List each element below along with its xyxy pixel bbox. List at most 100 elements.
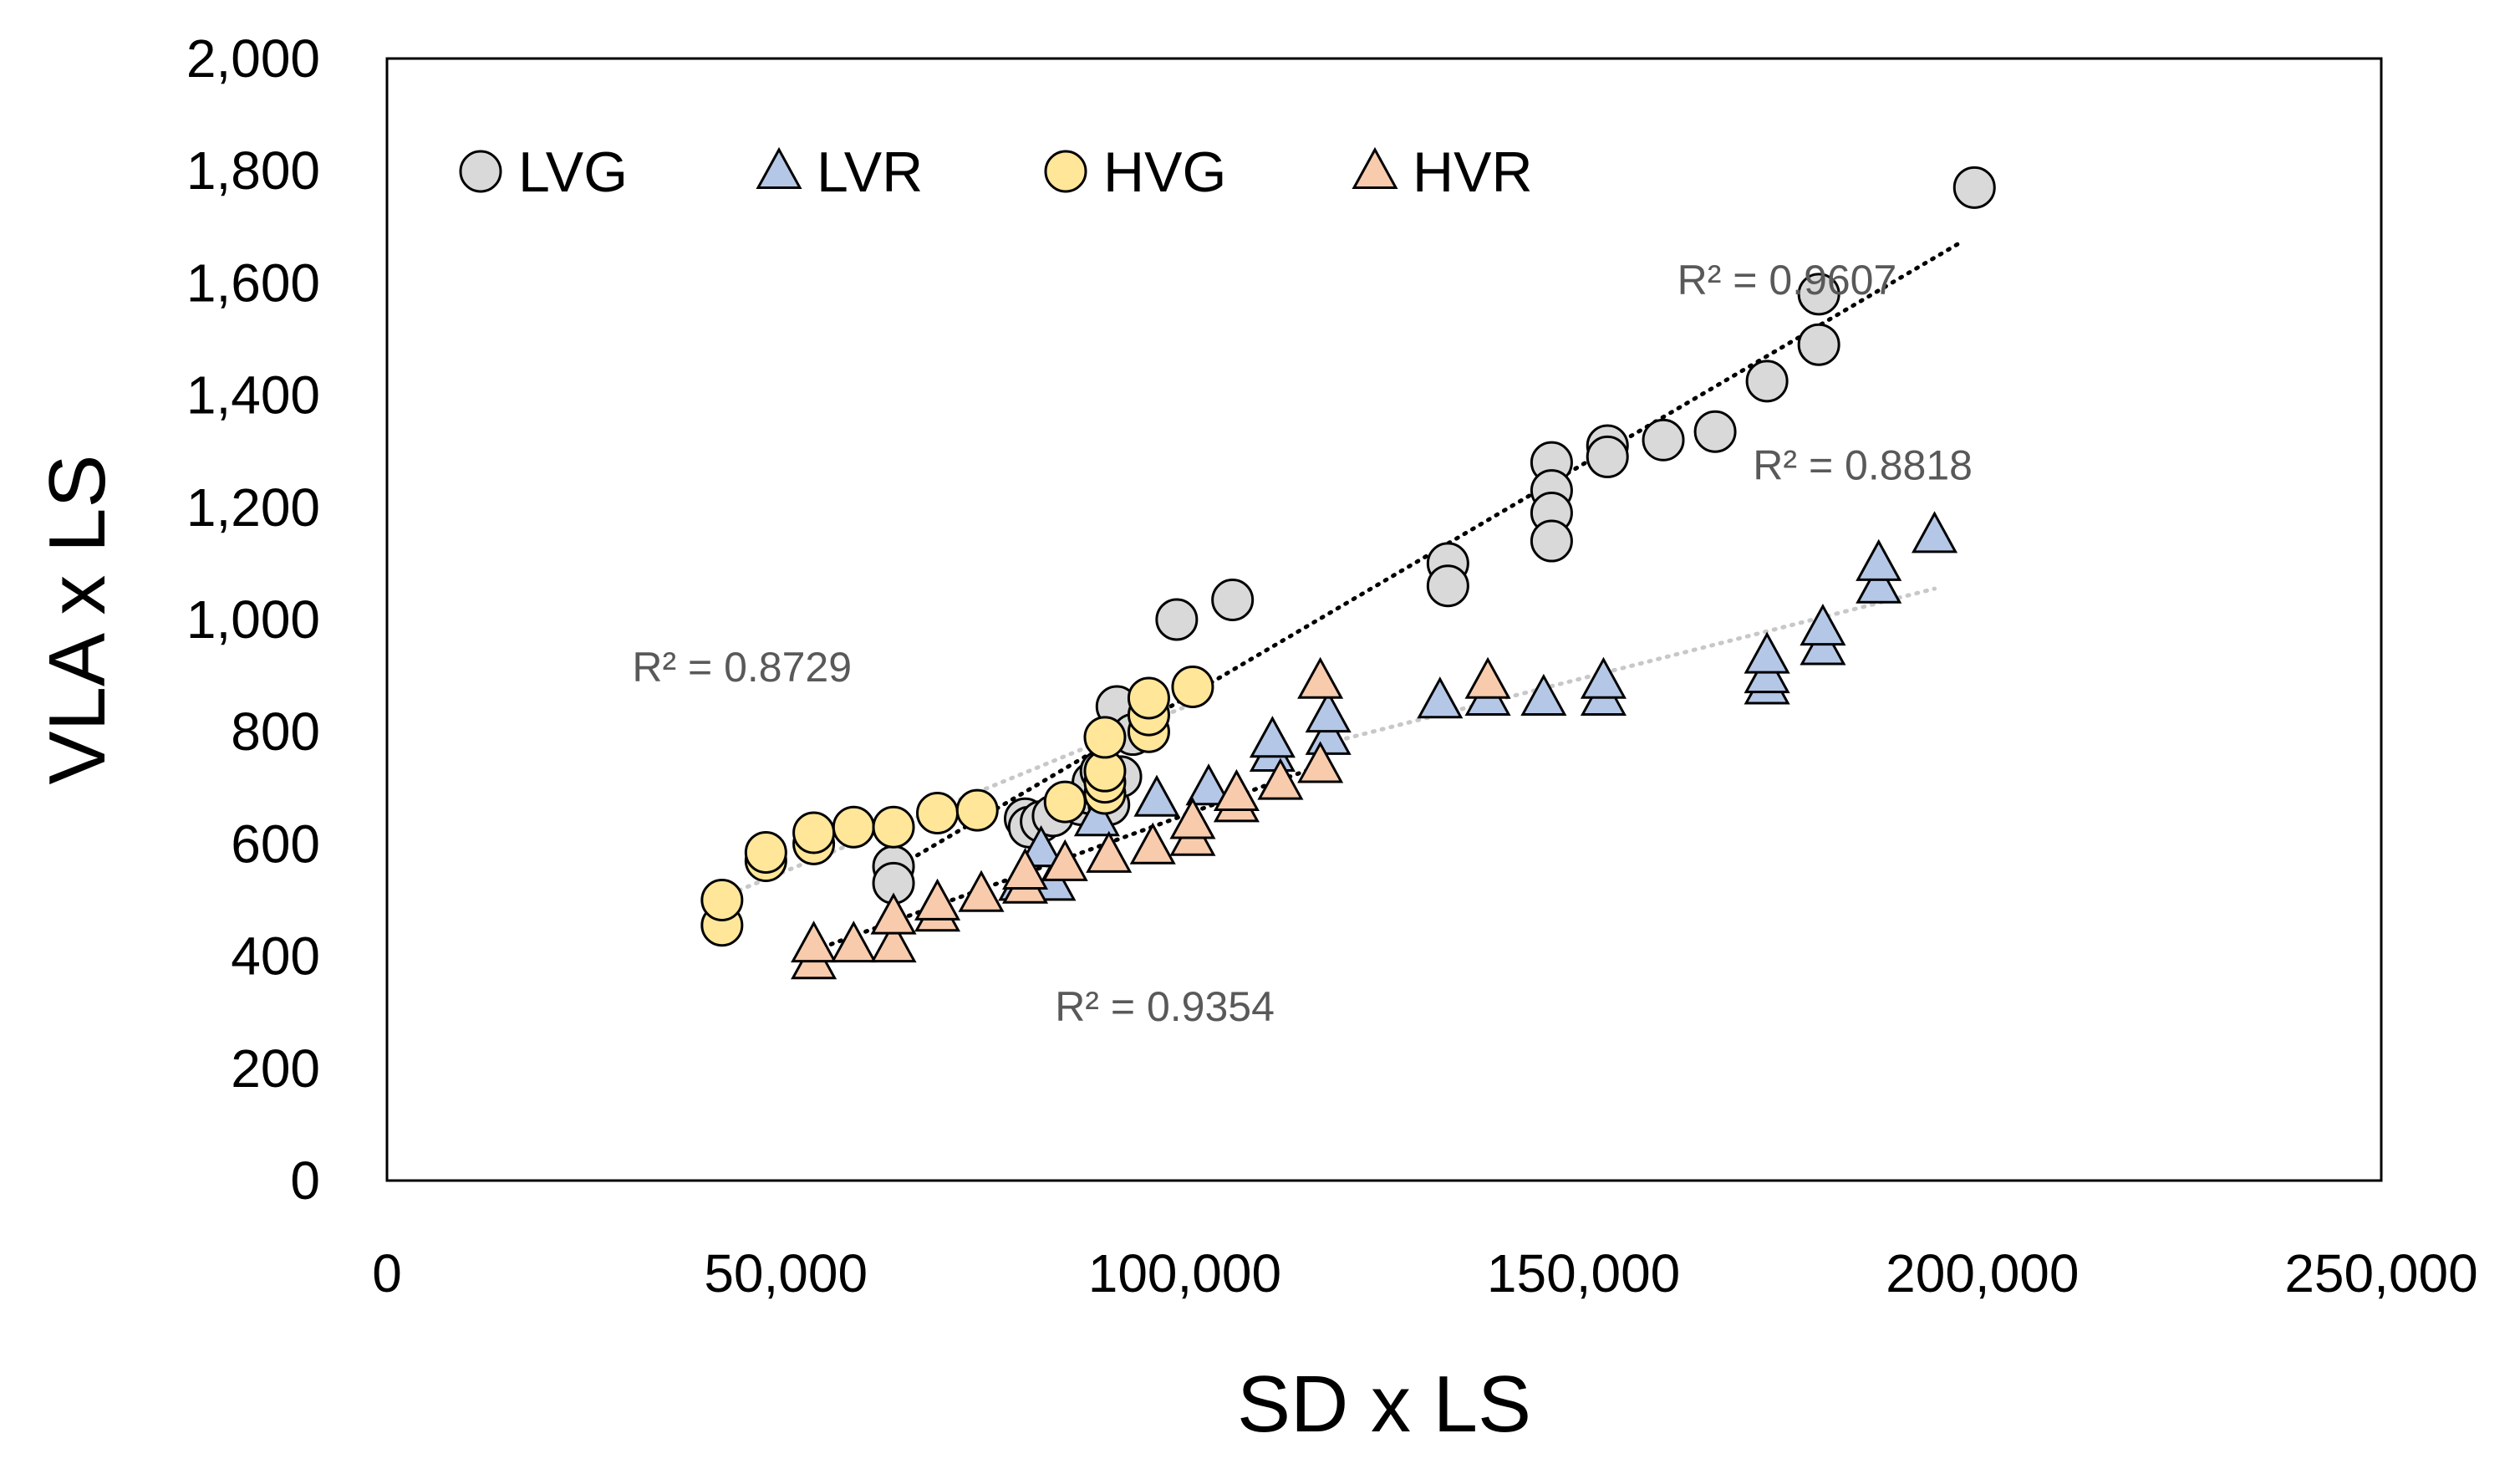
data-point-lvg-29 <box>1952 166 1996 209</box>
data-point-hvr-7 <box>958 870 1005 912</box>
x-tick-labels: 0 50,000 100,000 150,000 200,000 250,000 <box>372 1243 2477 1303</box>
r-squared-annotations: R² = 0.9607 R² = 0.8818 R² = 0.8729 R² = 0.… <box>632 257 1973 1030</box>
data-point-lvr-8 <box>1305 712 1352 755</box>
data-point-lvr-5 <box>1185 763 1232 806</box>
data-point-lvg-21 <box>1530 519 1573 563</box>
y-tick-label: 600 <box>231 814 320 874</box>
x-tick-label: 50,000 <box>704 1243 868 1303</box>
data-point-hvg-8 <box>916 791 960 834</box>
data-point-hvr-14 <box>1169 797 1216 839</box>
data-point-lvr-19 <box>1800 603 1846 646</box>
data-point-lvg-14 <box>1155 598 1199 641</box>
data-point-lvr-12 <box>1520 673 1567 716</box>
r-squared-label: R² = 0.9354 <box>1055 983 1275 1030</box>
data-point-hvr-11 <box>1086 830 1133 873</box>
data-point-hvg-17 <box>1127 676 1170 720</box>
data-point-lvg-26 <box>1745 360 1789 403</box>
data-point-lvr-9 <box>1305 690 1352 733</box>
x-tick-label: 100,000 <box>1088 1243 1281 1303</box>
x-tick-label: 0 <box>372 1243 402 1303</box>
data-point-hvg-18 <box>1171 666 1214 709</box>
data-point-hvr-6 <box>914 878 961 921</box>
y-tick-label: 1,400 <box>186 365 320 426</box>
data-point-hvg-6 <box>832 805 875 849</box>
data-point-lvr-22 <box>1912 511 1958 553</box>
data-point-lvr-7 <box>1249 716 1296 758</box>
data-point-hvr-16 <box>1213 768 1260 812</box>
legend-marker-lvg <box>459 150 502 193</box>
data-point-hvr-20 <box>1464 656 1511 699</box>
data-point-hvr-2 <box>830 921 877 963</box>
legend-label: HVG <box>1103 140 1226 204</box>
data-point-hvg-9 <box>955 788 999 832</box>
legend: LVG LVR HVG HVR <box>459 140 1533 204</box>
data-point-lvg-15 <box>1211 579 1255 622</box>
y-axis-title: VLA x LS <box>33 455 122 785</box>
y-tick-label: 800 <box>231 701 320 762</box>
y-tick-label: 2,000 <box>186 28 320 89</box>
data-point-hvr-17 <box>1257 758 1304 800</box>
data-point-lvg-24 <box>1642 418 1685 462</box>
y-tick-label: 1,800 <box>186 140 320 201</box>
legend-item-hvr: HVR <box>1352 140 1533 204</box>
legend-item-lvr: LVR <box>756 140 923 204</box>
x-tick-label: 150,000 <box>1487 1243 1680 1303</box>
trendline-lvg <box>891 241 1961 872</box>
legend-label: LVR <box>817 140 923 204</box>
legend-label: HVR <box>1413 140 1533 204</box>
y-tick-label: 1,600 <box>186 253 320 313</box>
r-squared-label: R² = 0.9607 <box>1677 257 1897 304</box>
data-point-lvg-25 <box>1693 410 1737 453</box>
data-point-hvr-10 <box>1041 839 1088 881</box>
data-point-lvr-20 <box>1856 561 1902 604</box>
x-tick-label: 250,000 <box>2284 1243 2477 1303</box>
data-point-lvg-23 <box>1586 435 1629 478</box>
r-squared-label: R² = 0.8729 <box>632 644 852 691</box>
legend-marker-hvr <box>1352 146 1398 189</box>
legend-marker-lvr <box>756 146 802 189</box>
data-point-hvg-3 <box>744 830 787 874</box>
data-point-hvr-9 <box>1001 847 1049 890</box>
data-point-lvr-2 <box>1018 824 1065 868</box>
y-tick-label: 200 <box>231 1038 320 1099</box>
data-point-lvr-3 <box>1073 794 1120 837</box>
data-point-hvg-1 <box>700 879 744 921</box>
data-point-lvg-27 <box>1797 323 1840 366</box>
data-point-hvr-4 <box>870 892 917 935</box>
data-point-lvr-4 <box>1133 774 1180 817</box>
data-point-hvg-5 <box>792 811 836 854</box>
series-hvr <box>791 656 1511 980</box>
data-point-hvr-19 <box>1297 656 1344 699</box>
data-point-lvr-14 <box>1580 656 1627 699</box>
data-point-lvg-28 <box>1797 273 1840 316</box>
data-point-lvg-17 <box>1426 564 1469 608</box>
legend-item-lvg: LVG <box>459 140 628 204</box>
y-tick-label: 1,200 <box>186 477 320 538</box>
series-hvg <box>700 666 1214 947</box>
plot-area <box>385 57 2383 1182</box>
legend-item-hvg: HVG <box>1044 140 1226 204</box>
y-tick-label: 1,000 <box>186 589 320 650</box>
data-point-hvr-3 <box>870 921 917 963</box>
data-point-hvg-10 <box>1043 780 1087 824</box>
series-lvr <box>998 511 1958 901</box>
data-point-hvg-14 <box>1083 716 1127 759</box>
data-point-hvr-12 <box>1129 822 1176 865</box>
data-point-lvr-17 <box>1744 631 1790 674</box>
data-point-lvr-10 <box>1417 676 1464 719</box>
r-squared-label: R² = 0.8818 <box>1753 441 1973 488</box>
x-tick-label: 200,000 <box>1886 1243 2079 1303</box>
data-point-lvr-21 <box>1856 538 1902 581</box>
data-point-hvg-7 <box>872 805 915 849</box>
x-axis-title: SD x LS <box>1237 1359 1531 1449</box>
data-point-hvr-18 <box>1297 741 1344 783</box>
y-tick-labels: 0 200 400 600 800 1,000 1,200 1,400 1,600 1,800 2,… <box>186 28 320 1211</box>
y-tick-label: 0 <box>290 1150 320 1211</box>
legend-marker-hvg <box>1044 150 1087 193</box>
y-tick-label: 400 <box>231 926 320 987</box>
legend-label: LVG <box>518 140 628 204</box>
data-point-hvr-1 <box>791 921 837 963</box>
points-layer <box>700 166 1996 980</box>
